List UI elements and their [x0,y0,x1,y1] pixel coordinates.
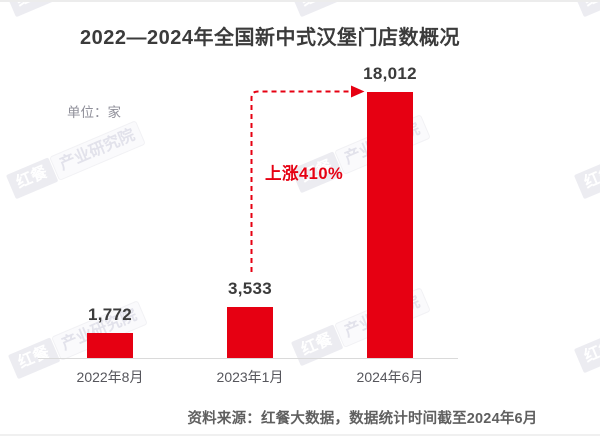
bar-value-label: 18,012 [363,64,417,84]
card-top-edge [0,0,600,2]
card-bottom-edge [0,434,600,436]
bar [87,333,133,359]
bar-group-2023-1: 3,533 [180,279,320,359]
x-axis-label: 2022年8月 [76,369,144,385]
bar [367,92,413,359]
watermark: 红餐产业研究院 [5,116,154,200]
growth-annotation: 上涨410% [265,165,344,183]
unit-label: 单位：家 [67,105,121,120]
watermark-brand: 红餐 [290,0,344,18]
chart-title: 2022—2024年全国新中式汉堡门店数概况 [80,27,460,49]
bar-group-2024-6: 18,012 [320,64,460,359]
watermark-brand: 红餐 [573,157,600,200]
watermark-brand: 红餐 [573,331,600,374]
data-source: 资料来源：红餐大数据，数据统计时间截至2024年6月 [187,411,538,427]
bar [227,307,273,359]
watermark-brand: 红餐 [5,157,59,200]
bar-value-label: 1,772 [87,305,133,325]
x-axis-label: 2023年1月 [216,369,284,385]
watermark-label: 产业研究院 [50,121,145,180]
bar-group-2022-8: 1,772 [40,305,180,359]
watermark-brand: 红餐 [5,0,59,18]
x-axis-label: 2024年6月 [356,369,424,385]
watermark-brand: 红餐 [573,0,600,18]
bar-value-label: 3,533 [227,279,273,299]
x-axis-line [38,358,458,359]
